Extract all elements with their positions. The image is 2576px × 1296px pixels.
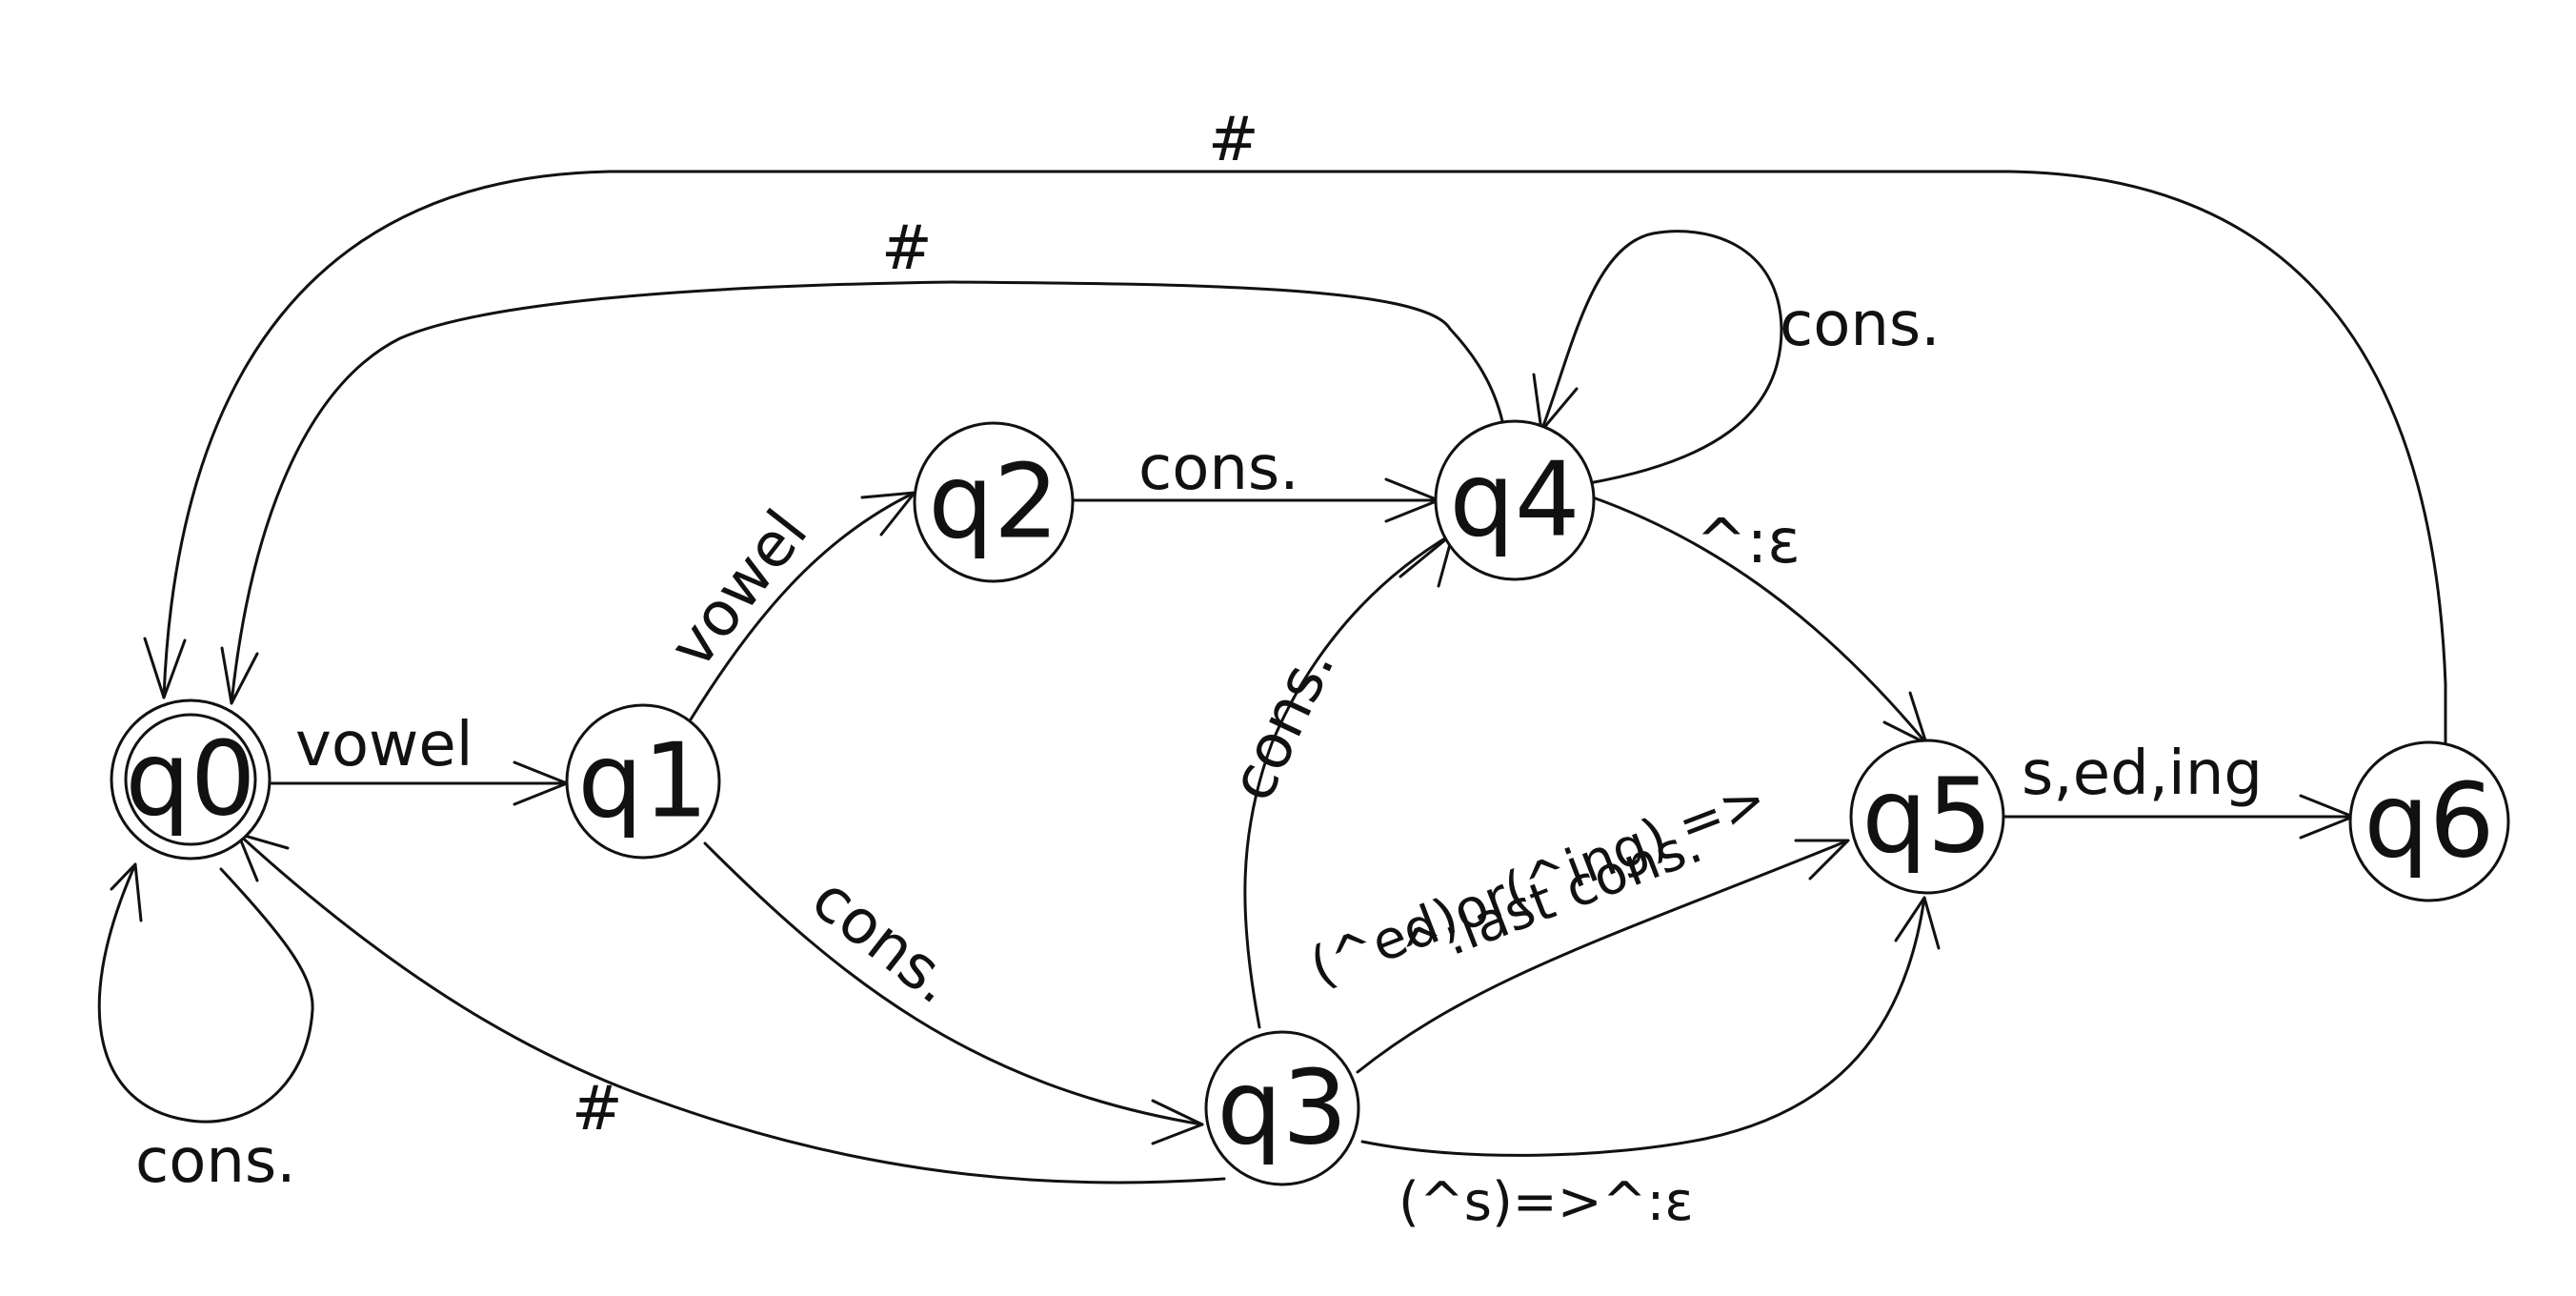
label-q0-q0: cons. bbox=[135, 1126, 296, 1197]
label-q1-q2: vowel bbox=[656, 497, 821, 681]
label-q6-q0: # bbox=[1208, 105, 1259, 175]
state-q3-label: q3 bbox=[1217, 1049, 1347, 1168]
state-q0: q0 bbox=[110, 699, 272, 861]
edge-q4-q0-inner bbox=[220, 280, 1504, 705]
edge-q3-q5-lower bbox=[1360, 896, 1941, 1157]
label-q4-q0: # bbox=[881, 213, 933, 284]
label-q3-q5-lower: (^s)=>^:ε bbox=[1399, 1171, 1694, 1233]
edge-q3-q0 bbox=[236, 832, 1226, 1185]
state-q5: q5 bbox=[1849, 739, 2005, 895]
state-q1-label: q1 bbox=[577, 722, 708, 841]
label-q3-q0: # bbox=[572, 1074, 623, 1144]
state-q4-label: q4 bbox=[1449, 441, 1580, 560]
edge-q0-q0 bbox=[97, 862, 314, 1124]
edge-q6-q0 bbox=[143, 170, 2447, 747]
label-q3-q4: cons. bbox=[1217, 637, 1348, 812]
state-q4: q4 bbox=[1434, 419, 1596, 581]
state-q6: q6 bbox=[2348, 740, 2510, 902]
state-q6-label: q6 bbox=[2364, 762, 2494, 881]
state-q0-label: q0 bbox=[125, 720, 255, 840]
label-q1-q3: cons. bbox=[798, 863, 968, 1018]
label-q2-q4: cons. bbox=[1138, 434, 1299, 504]
edge-q1-q3 bbox=[703, 841, 1204, 1145]
state-q2-label: q2 bbox=[928, 443, 1058, 562]
state-q3: q3 bbox=[1204, 1030, 1360, 1186]
label-q5-q6: s,ed,ing bbox=[2022, 739, 2263, 809]
label-q0-q1: vowel bbox=[295, 710, 473, 780]
label-q4-q5: ^:ε bbox=[1696, 507, 1801, 577]
state-q5-label: q5 bbox=[1862, 758, 1992, 877]
edge-q3-q5-upper bbox=[1356, 839, 1850, 1074]
state-q2: q2 bbox=[913, 421, 1075, 583]
label-q4-q4: cons. bbox=[1780, 290, 1941, 360]
state-q1: q1 bbox=[565, 703, 721, 860]
